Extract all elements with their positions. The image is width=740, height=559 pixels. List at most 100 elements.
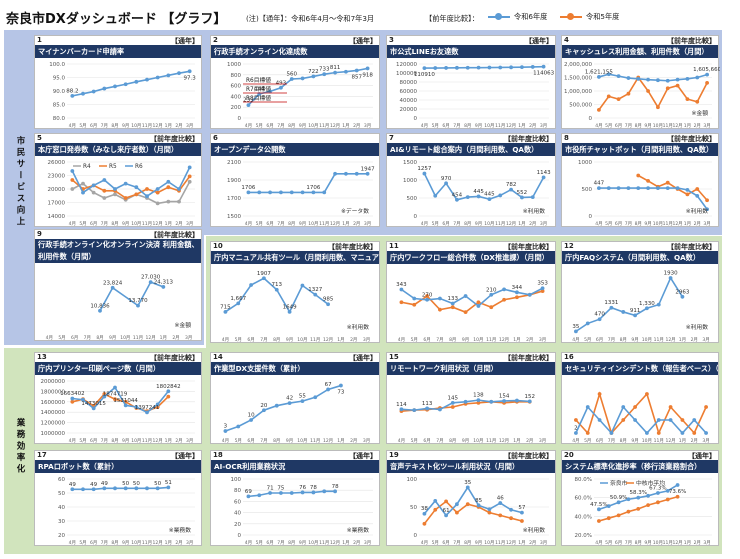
x-tick-label: 5月	[79, 123, 86, 129]
data-label: 1930	[664, 270, 678, 276]
x-tick-label: 1月	[165, 221, 172, 227]
x-tick-label: 12月	[506, 221, 516, 227]
data-point	[606, 186, 611, 190]
data-point	[102, 178, 107, 182]
data-point	[70, 396, 75, 401]
data-label: 50	[154, 481, 161, 487]
data-point	[268, 89, 272, 94]
chart-number: 9	[37, 230, 42, 238]
x-tick-label: 6月	[596, 337, 603, 343]
data-point	[249, 283, 253, 287]
data-label: 1331	[604, 300, 618, 306]
data-label: 857	[352, 74, 363, 80]
chart-panel-20: 20 【通年】 システム標準化進捗率（移行済業務割合） 80.0% 60.0% 40.0%…	[561, 450, 719, 546]
series-line	[72, 386, 169, 414]
data-label: 811	[330, 65, 341, 71]
x-tick-label: 4月	[572, 438, 579, 444]
data-point	[585, 431, 590, 435]
x-tick-label: 7月	[101, 438, 108, 444]
y-tick-label: 600	[231, 84, 242, 90]
y-tick-label: 80	[234, 488, 241, 494]
data-point	[685, 188, 690, 192]
data-point	[70, 399, 75, 404]
x-tick-label: 4月	[222, 337, 229, 343]
x-tick-label: 4月	[69, 540, 76, 546]
x-tick-label: 6月	[266, 123, 273, 129]
data-point	[530, 195, 535, 199]
data-point	[155, 190, 160, 195]
data-point	[91, 190, 96, 195]
data-point	[675, 83, 680, 88]
x-tick-label: 3月	[364, 540, 371, 546]
x-tick-label: 9月	[475, 123, 482, 129]
x-tick-label: 2月	[175, 540, 182, 546]
data-point	[656, 186, 660, 190]
data-point	[444, 499, 448, 504]
data-label: 344	[512, 285, 523, 291]
data-point	[91, 487, 96, 492]
legend-prefix: 【前年度比較】：	[425, 14, 479, 23]
x-tick-label: 11月	[319, 540, 329, 546]
x-tick-label: 8月	[111, 123, 118, 129]
x-tick-label: 3月	[185, 335, 192, 341]
y-tick-label: 1000	[227, 62, 241, 68]
chart-title: 作業型DX支援件数（累計）	[211, 362, 379, 375]
x-tick-label: 2月	[353, 123, 360, 129]
x-tick-label: 6月	[266, 221, 273, 227]
x-tick-label: 6月	[615, 540, 622, 546]
x-tick-label: 10月	[484, 123, 494, 129]
y-tick-label: 1500	[227, 214, 241, 220]
x-tick-label: 8月	[273, 337, 280, 343]
chart-panel-3: 3 【通年】 市公式LINEお友達数 120000 100000 80000 60000 40…	[386, 35, 556, 129]
x-tick-label: 8月	[449, 438, 456, 444]
data-point	[621, 310, 626, 314]
data-point	[145, 187, 149, 191]
data-point	[541, 175, 546, 180]
data-point	[81, 397, 85, 402]
data-point	[704, 405, 708, 409]
x-tick-label: 4月	[245, 123, 252, 129]
data-label: 470	[594, 312, 605, 318]
x-tick-label: 4月	[398, 438, 405, 444]
y-tick-label: 26000	[48, 160, 66, 166]
x-tick-label: 7月	[608, 438, 615, 444]
data-point	[585, 405, 590, 409]
data-point	[646, 493, 650, 498]
data-point	[636, 495, 641, 500]
data-label: 911	[630, 308, 641, 314]
y-tick-label: 0	[589, 214, 593, 220]
data-label: 1874719	[103, 392, 128, 398]
chart-panel-1: 1 【通年】 マイナンバーカード申請率 100.0 95.0 90.0 85.0 80.0 4月…	[34, 35, 202, 129]
x-tick-label: 8月	[635, 221, 642, 227]
data-point	[438, 307, 442, 312]
x-tick-label: 3月	[540, 221, 547, 227]
data-label: 447	[594, 181, 605, 187]
y-tick-label: 800	[231, 73, 242, 79]
data-point	[438, 296, 442, 301]
x-tick-label: 9月	[122, 123, 129, 129]
x-tick-label: 4月	[245, 540, 252, 546]
data-point	[70, 187, 75, 191]
data-point	[249, 418, 253, 422]
series-line	[72, 486, 169, 491]
x-tick-label: 3月	[703, 123, 710, 129]
chart-footnote: ※利用数	[686, 207, 708, 215]
data-label: 1531044	[113, 398, 138, 404]
chart-plot: 1000 500 04月 5月 6月 7月 8月 9月 10月 11月 12月 1月 2月 3月 447 ※利…	[578, 160, 712, 227]
data-point	[621, 418, 626, 422]
data-point	[626, 76, 631, 80]
x-tick-label: 8月	[273, 438, 280, 444]
data-point	[123, 82, 128, 87]
x-tick-label: 2月	[529, 221, 536, 227]
chart-number: 11	[389, 242, 399, 250]
data-point	[339, 383, 343, 388]
data-point	[300, 190, 305, 195]
data-point	[268, 491, 272, 495]
data-point	[646, 503, 650, 508]
y-tick-label: 40000	[400, 98, 418, 104]
data-point	[465, 502, 470, 507]
x-tick-label: 4月	[595, 540, 602, 546]
x-tick-label: 4月	[421, 221, 428, 227]
data-point	[502, 297, 506, 302]
data-point	[455, 502, 459, 507]
